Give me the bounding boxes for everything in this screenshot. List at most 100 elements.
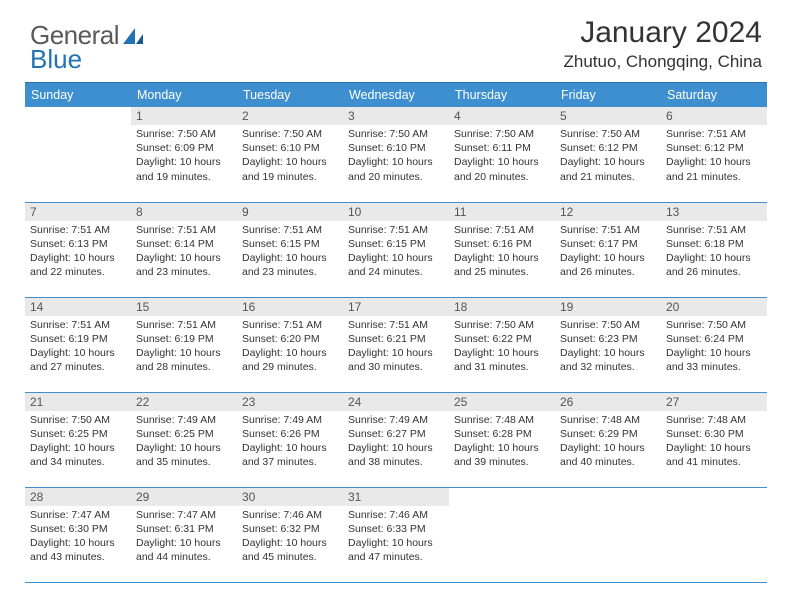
daylight-line: Daylight: 10 hours and 27 minutes. xyxy=(30,346,126,374)
logo-text-b: Blue xyxy=(30,44,82,75)
sunset-line: Sunset: 6:25 PM xyxy=(30,427,126,441)
day-details: Sunrise: 7:50 AMSunset: 6:10 PMDaylight:… xyxy=(237,125,343,188)
sunrise-line: Sunrise: 7:50 AM xyxy=(242,127,338,141)
sunset-line: Sunset: 6:32 PM xyxy=(242,522,338,536)
day-cell: 25Sunrise: 7:48 AMSunset: 6:28 PMDayligh… xyxy=(449,392,555,487)
daylight-line: Daylight: 10 hours and 44 minutes. xyxy=(136,536,232,564)
day-number: 8 xyxy=(131,203,237,221)
sunset-line: Sunset: 6:09 PM xyxy=(136,141,232,155)
day-details: Sunrise: 7:50 AMSunset: 6:12 PMDaylight:… xyxy=(555,125,661,188)
sunset-line: Sunset: 6:17 PM xyxy=(560,237,656,251)
sunset-line: Sunset: 6:30 PM xyxy=(30,522,126,536)
location: Zhutuo, Chongqing, China xyxy=(564,52,762,72)
sunrise-line: Sunrise: 7:51 AM xyxy=(666,223,762,237)
day-cell xyxy=(449,487,555,582)
daylight-line: Daylight: 10 hours and 40 minutes. xyxy=(560,441,656,469)
day-number: 1 xyxy=(131,107,237,125)
day-cell: 3Sunrise: 7:50 AMSunset: 6:10 PMDaylight… xyxy=(343,107,449,202)
week-row: 28Sunrise: 7:47 AMSunset: 6:30 PMDayligh… xyxy=(25,487,767,582)
sunrise-line: Sunrise: 7:50 AM xyxy=(560,127,656,141)
sunset-line: Sunset: 6:26 PM xyxy=(242,427,338,441)
day-cell: 14Sunrise: 7:51 AMSunset: 6:19 PMDayligh… xyxy=(25,297,131,392)
day-number: 11 xyxy=(449,203,555,221)
day-details: Sunrise: 7:51 AMSunset: 6:18 PMDaylight:… xyxy=(661,221,767,284)
sunrise-line: Sunrise: 7:50 AM xyxy=(30,413,126,427)
weekday-header: Saturday xyxy=(661,83,767,108)
day-number: 17 xyxy=(343,298,449,316)
weekday-header: Monday xyxy=(131,83,237,108)
sunrise-line: Sunrise: 7:51 AM xyxy=(136,318,232,332)
sunset-line: Sunset: 6:27 PM xyxy=(348,427,444,441)
daylight-line: Daylight: 10 hours and 22 minutes. xyxy=(30,251,126,279)
day-number: 28 xyxy=(25,488,131,506)
sunrise-line: Sunrise: 7:50 AM xyxy=(454,127,550,141)
day-details: Sunrise: 7:50 AMSunset: 6:22 PMDaylight:… xyxy=(449,316,555,379)
sunrise-line: Sunrise: 7:51 AM xyxy=(560,223,656,237)
day-cell: 29Sunrise: 7:47 AMSunset: 6:31 PMDayligh… xyxy=(131,487,237,582)
daylight-line: Daylight: 10 hours and 43 minutes. xyxy=(30,536,126,564)
day-details: Sunrise: 7:50 AMSunset: 6:23 PMDaylight:… xyxy=(555,316,661,379)
daylight-line: Daylight: 10 hours and 24 minutes. xyxy=(348,251,444,279)
calendar-head: SundayMondayTuesdayWednesdayThursdayFrid… xyxy=(25,83,767,108)
day-cell: 16Sunrise: 7:51 AMSunset: 6:20 PMDayligh… xyxy=(237,297,343,392)
sunset-line: Sunset: 6:25 PM xyxy=(136,427,232,441)
day-cell: 31Sunrise: 7:46 AMSunset: 6:33 PMDayligh… xyxy=(343,487,449,582)
day-details: Sunrise: 7:51 AMSunset: 6:15 PMDaylight:… xyxy=(237,221,343,284)
day-cell: 10Sunrise: 7:51 AMSunset: 6:15 PMDayligh… xyxy=(343,202,449,297)
day-number: 13 xyxy=(661,203,767,221)
sunset-line: Sunset: 6:15 PM xyxy=(348,237,444,251)
day-details: Sunrise: 7:46 AMSunset: 6:33 PMDaylight:… xyxy=(343,506,449,569)
day-number: 3 xyxy=(343,107,449,125)
sunrise-line: Sunrise: 7:51 AM xyxy=(136,223,232,237)
day-details: Sunrise: 7:51 AMSunset: 6:19 PMDaylight:… xyxy=(25,316,131,379)
daylight-line: Daylight: 10 hours and 19 minutes. xyxy=(242,155,338,183)
day-details: Sunrise: 7:51 AMSunset: 6:16 PMDaylight:… xyxy=(449,221,555,284)
day-details: Sunrise: 7:51 AMSunset: 6:15 PMDaylight:… xyxy=(343,221,449,284)
daylight-line: Daylight: 10 hours and 26 minutes. xyxy=(666,251,762,279)
day-number: 6 xyxy=(661,107,767,125)
sunset-line: Sunset: 6:31 PM xyxy=(136,522,232,536)
day-cell: 20Sunrise: 7:50 AMSunset: 6:24 PMDayligh… xyxy=(661,297,767,392)
day-cell: 11Sunrise: 7:51 AMSunset: 6:16 PMDayligh… xyxy=(449,202,555,297)
day-cell: 28Sunrise: 7:47 AMSunset: 6:30 PMDayligh… xyxy=(25,487,131,582)
day-cell: 17Sunrise: 7:51 AMSunset: 6:21 PMDayligh… xyxy=(343,297,449,392)
day-number: 26 xyxy=(555,393,661,411)
day-details: Sunrise: 7:48 AMSunset: 6:30 PMDaylight:… xyxy=(661,411,767,474)
sunset-line: Sunset: 6:12 PM xyxy=(560,141,656,155)
sunrise-line: Sunrise: 7:46 AM xyxy=(348,508,444,522)
sunset-line: Sunset: 6:10 PM xyxy=(348,141,444,155)
sunset-line: Sunset: 6:19 PM xyxy=(30,332,126,346)
weekday-header: Tuesday xyxy=(237,83,343,108)
day-details: Sunrise: 7:50 AMSunset: 6:11 PMDaylight:… xyxy=(449,125,555,188)
day-details: Sunrise: 7:51 AMSunset: 6:14 PMDaylight:… xyxy=(131,221,237,284)
day-cell xyxy=(555,487,661,582)
day-number: 24 xyxy=(343,393,449,411)
sunset-line: Sunset: 6:13 PM xyxy=(30,237,126,251)
sunrise-line: Sunrise: 7:50 AM xyxy=(454,318,550,332)
sunrise-line: Sunrise: 7:50 AM xyxy=(666,318,762,332)
sunset-line: Sunset: 6:23 PM xyxy=(560,332,656,346)
sunset-line: Sunset: 6:30 PM xyxy=(666,427,762,441)
sunrise-line: Sunrise: 7:51 AM xyxy=(30,318,126,332)
day-cell xyxy=(661,487,767,582)
daylight-line: Daylight: 10 hours and 23 minutes. xyxy=(242,251,338,279)
daylight-line: Daylight: 10 hours and 30 minutes. xyxy=(348,346,444,374)
sunrise-line: Sunrise: 7:51 AM xyxy=(30,223,126,237)
sunrise-line: Sunrise: 7:50 AM xyxy=(136,127,232,141)
daylight-line: Daylight: 10 hours and 47 minutes. xyxy=(348,536,444,564)
day-cell: 30Sunrise: 7:46 AMSunset: 6:32 PMDayligh… xyxy=(237,487,343,582)
sunrise-line: Sunrise: 7:51 AM xyxy=(242,223,338,237)
sunrise-line: Sunrise: 7:46 AM xyxy=(242,508,338,522)
sunrise-line: Sunrise: 7:51 AM xyxy=(454,223,550,237)
day-details: Sunrise: 7:51 AMSunset: 6:13 PMDaylight:… xyxy=(25,221,131,284)
day-cell: 6Sunrise: 7:51 AMSunset: 6:12 PMDaylight… xyxy=(661,107,767,202)
day-details: Sunrise: 7:50 AMSunset: 6:10 PMDaylight:… xyxy=(343,125,449,188)
day-cell: 23Sunrise: 7:49 AMSunset: 6:26 PMDayligh… xyxy=(237,392,343,487)
day-cell: 9Sunrise: 7:51 AMSunset: 6:15 PMDaylight… xyxy=(237,202,343,297)
daylight-line: Daylight: 10 hours and 37 minutes. xyxy=(242,441,338,469)
daylight-line: Daylight: 10 hours and 35 minutes. xyxy=(136,441,232,469)
day-cell: 26Sunrise: 7:48 AMSunset: 6:29 PMDayligh… xyxy=(555,392,661,487)
day-details: Sunrise: 7:49 AMSunset: 6:25 PMDaylight:… xyxy=(131,411,237,474)
sunset-line: Sunset: 6:21 PM xyxy=(348,332,444,346)
day-cell: 12Sunrise: 7:51 AMSunset: 6:17 PMDayligh… xyxy=(555,202,661,297)
